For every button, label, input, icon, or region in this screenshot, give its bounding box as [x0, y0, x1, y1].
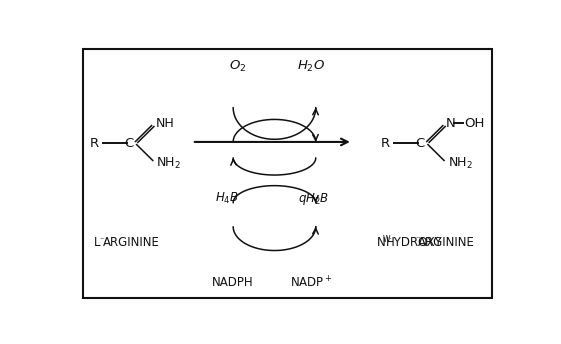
Text: $H_2O$: $H_2O$	[297, 59, 325, 74]
Text: N: N	[446, 117, 456, 130]
Text: NADP$^+$: NADP$^+$	[290, 276, 333, 291]
Text: OH: OH	[464, 117, 484, 130]
Text: R: R	[380, 137, 390, 150]
Text: $O_2$: $O_2$	[229, 59, 246, 74]
Text: NH: NH	[156, 117, 175, 130]
Text: C: C	[124, 137, 134, 150]
Text: ARGININE: ARGININE	[419, 236, 475, 249]
Text: NH$_2$: NH$_2$	[448, 155, 472, 171]
Text: ⁻: ⁻	[415, 235, 420, 244]
Text: NH$_2$: NH$_2$	[156, 155, 181, 171]
Text: ⁻: ⁻	[99, 236, 104, 245]
Text: HYDROXY: HYDROXY	[386, 236, 443, 249]
Text: $qH_2B$: $qH_2B$	[298, 191, 329, 207]
Text: ARGININE: ARGININE	[103, 236, 160, 249]
Text: W·: W·	[382, 235, 392, 244]
Text: C: C	[416, 137, 425, 150]
Text: N: N	[376, 236, 385, 249]
Text: L: L	[94, 236, 100, 249]
Text: $H_4B$: $H_4B$	[215, 191, 238, 206]
FancyBboxPatch shape	[83, 49, 492, 298]
Text: NADPH: NADPH	[213, 276, 254, 289]
Text: R: R	[89, 137, 98, 150]
